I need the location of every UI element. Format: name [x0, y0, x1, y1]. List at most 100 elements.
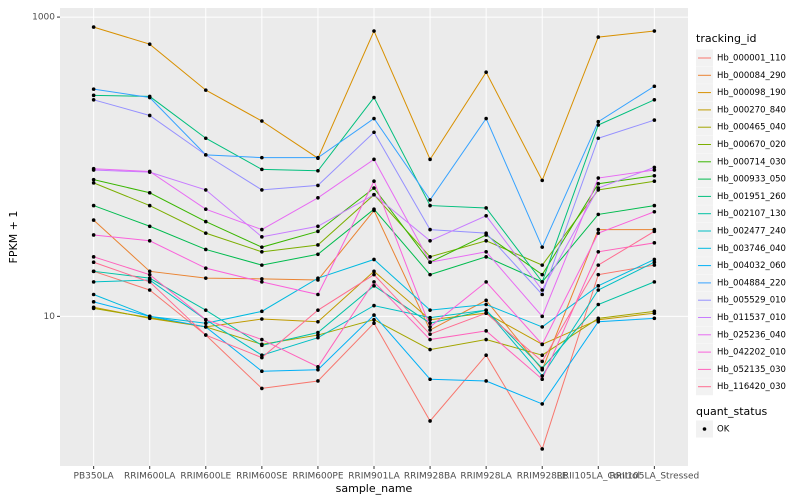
data-point [652, 84, 657, 89]
data-point [91, 218, 96, 222]
data-point [203, 321, 208, 326]
data-point [540, 402, 545, 406]
data-point [540, 447, 545, 451]
data-point [428, 203, 432, 208]
data-point [652, 241, 657, 245]
x-axis-title: sample_name [336, 482, 413, 495]
data-point [428, 332, 432, 336]
data-point [260, 155, 264, 160]
data-point [147, 95, 152, 100]
data-point [428, 347, 432, 352]
data-point [484, 231, 488, 235]
data-point [91, 87, 96, 91]
data-point [484, 353, 488, 358]
legend-label: Hb_011537_010 [717, 313, 786, 323]
data-point [372, 313, 376, 317]
data-point [260, 263, 264, 267]
data-point [428, 337, 432, 342]
data-point [260, 235, 264, 239]
data-point [652, 118, 657, 122]
legend-label: Hb_052135_030 [717, 365, 786, 375]
data-point [372, 116, 376, 121]
data-point [203, 136, 208, 141]
data-point [484, 213, 488, 218]
data-point [372, 269, 376, 274]
data-point [428, 377, 432, 382]
data-point [260, 250, 264, 254]
data-point [428, 419, 432, 423]
data-point [372, 186, 376, 190]
data-point [147, 42, 152, 46]
legend-label: Hb_116420_030 [717, 382, 786, 392]
data-point [147, 169, 152, 174]
legend-label: Hb_003746_040 [717, 244, 786, 254]
legend-label: Hb_005529_010 [717, 296, 786, 306]
legend-label: Hb_002107_130 [717, 209, 786, 219]
data-point [91, 255, 96, 259]
data-point [147, 203, 152, 208]
data-point [147, 269, 152, 274]
legend-label: OK [717, 425, 730, 435]
data-point [484, 329, 488, 333]
data-point [316, 195, 320, 200]
data-point [203, 308, 208, 312]
data-point [540, 374, 545, 378]
x-tick-label: RRIM600LA [124, 472, 176, 482]
x-tick-label: RRIM600SE [236, 472, 288, 482]
data-point [91, 166, 96, 171]
legend-label: Hb_000098_190 [717, 88, 786, 98]
data-point [147, 190, 152, 195]
legend-label: Hb_000001_110 [717, 54, 786, 64]
data-point [596, 35, 601, 39]
data-point [596, 250, 601, 254]
data-point [203, 153, 208, 157]
data-point [372, 280, 376, 284]
data-point [484, 311, 488, 315]
data-point [428, 157, 432, 162]
legend-label: Hb_000270_840 [717, 105, 786, 115]
data-point [91, 203, 96, 208]
data-point [652, 29, 657, 33]
data-point [596, 123, 601, 127]
data-point [203, 325, 208, 329]
data-point [652, 179, 657, 184]
data-point [428, 328, 432, 332]
data-point [91, 233, 96, 237]
data-point [91, 25, 96, 29]
data-point [484, 337, 488, 342]
data-point [91, 98, 96, 102]
x-tick-label: RRIM928BA [404, 472, 457, 482]
data-point [203, 88, 208, 92]
data-point [260, 317, 264, 321]
legend-label: Hb_042202_010 [717, 348, 786, 358]
data-point [316, 155, 320, 160]
y-tick-label: 10 [44, 312, 56, 322]
data-point [147, 238, 152, 243]
data-point [147, 288, 152, 292]
data-point [316, 330, 320, 335]
legend-label: Hb_000465_040 [717, 123, 786, 133]
data-point [316, 333, 320, 337]
data-point [372, 130, 376, 135]
data-point [203, 188, 208, 192]
data-point [372, 179, 376, 184]
data-point [428, 260, 432, 265]
legend-label: Hb_025236_040 [717, 330, 786, 340]
x-tick-label: RRIM928LA [460, 472, 512, 482]
data-point [91, 93, 96, 98]
data-point [91, 280, 96, 284]
data-point [203, 247, 208, 252]
x-tick-label: RRIM600LE [180, 472, 231, 482]
data-point [316, 335, 320, 340]
data-point [596, 319, 601, 324]
data-point [596, 136, 601, 141]
data-point [316, 229, 320, 234]
data-point [316, 183, 320, 188]
data-point [372, 321, 376, 326]
data-point [596, 231, 601, 235]
data-point [260, 355, 264, 360]
shape-legend-title: quant_status [696, 405, 768, 418]
data-point [203, 317, 208, 322]
data-point [372, 157, 376, 162]
data-point [484, 298, 488, 303]
